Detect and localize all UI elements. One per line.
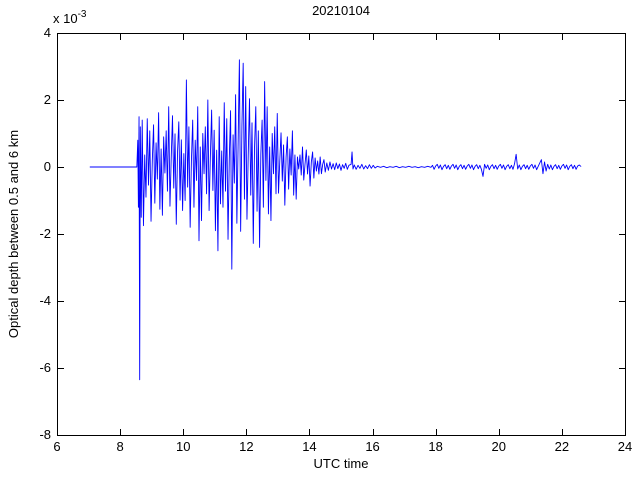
x-tick-label: 18 <box>428 439 443 454</box>
chart-title: 20210104 <box>312 3 370 18</box>
y-tick-label: -6 <box>39 360 51 375</box>
y-tick-label: 4 <box>43 25 51 40</box>
x-tick-label: 22 <box>554 439 570 454</box>
x-tick-label: 12 <box>239 439 254 454</box>
x-tick-label: 6 <box>53 439 61 454</box>
y-tick-label: -2 <box>39 226 51 241</box>
x-tick-label: 24 <box>617 439 633 454</box>
y-tick-label: -4 <box>39 293 51 308</box>
x-tick-label: 14 <box>302 439 317 454</box>
x-tick-label: 20 <box>491 439 506 454</box>
x-axis-label: UTC time <box>313 456 369 471</box>
plot-line <box>89 59 582 381</box>
x-tick-label: 16 <box>365 439 380 454</box>
exponent-base: x 10 <box>53 11 78 26</box>
y-tick-label: -8 <box>39 427 51 442</box>
axes-box <box>57 33 626 436</box>
y-axis-exponent-label: x 10-3 <box>53 9 87 26</box>
exponent-power: -3 <box>77 9 87 20</box>
y-tick-label: 2 <box>43 92 51 107</box>
x-tick-label: 10 <box>175 439 191 454</box>
x-tick-label: 8 <box>116 439 124 454</box>
y-tick-label: 0 <box>43 159 51 174</box>
